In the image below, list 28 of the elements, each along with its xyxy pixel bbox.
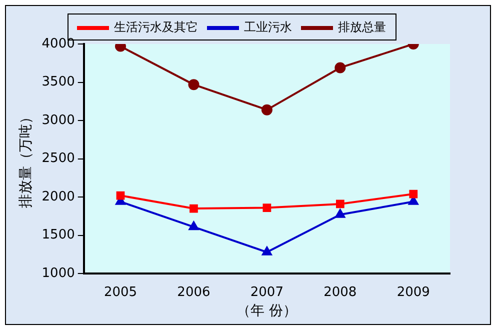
x-axis-title: （年 份） xyxy=(236,303,298,320)
point xyxy=(190,204,198,213)
y-tick-label: 1500 xyxy=(42,228,75,243)
y-tick-label: 2500 xyxy=(42,151,75,166)
point xyxy=(261,104,272,116)
point xyxy=(262,246,272,256)
point xyxy=(334,62,346,74)
y-tick-label: 2000 xyxy=(42,189,75,204)
x-tick-label: 2008 xyxy=(324,284,357,300)
x-tick-label: 2006 xyxy=(177,284,210,300)
y-axis-title: 排放量（万吨） xyxy=(18,110,34,208)
point xyxy=(188,221,199,230)
point xyxy=(188,79,200,90)
y-tick-label: 3500 xyxy=(42,74,75,90)
x-tick-label: 2007 xyxy=(250,284,284,300)
point xyxy=(262,204,272,212)
point xyxy=(116,191,125,200)
x-tick-label: 2005 xyxy=(104,284,138,300)
y-tick-label: 3000 xyxy=(42,112,75,128)
y-tick-label: 1000 xyxy=(42,266,75,281)
point xyxy=(335,209,346,218)
x-tick-label: 2009 xyxy=(396,284,430,300)
legend-label: 生活污水及其它 xyxy=(114,20,198,34)
y-tick-label: 4000 xyxy=(42,36,75,52)
legend-label: 工业污水 xyxy=(244,20,292,34)
point xyxy=(409,190,418,198)
legend-label: 排放总量 xyxy=(338,20,386,34)
point xyxy=(336,200,344,208)
